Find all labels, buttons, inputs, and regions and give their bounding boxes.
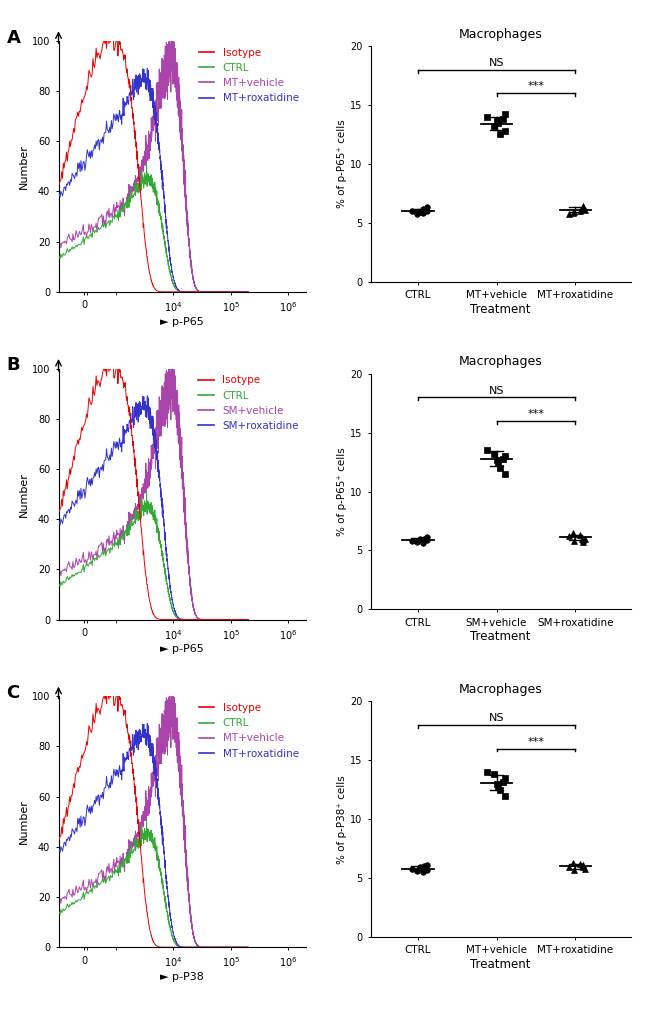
Point [575, 527, 586, 544]
Point [407, 532, 417, 549]
Point [422, 861, 432, 878]
Point [489, 118, 499, 134]
Point [415, 530, 425, 547]
Legend: Isotype, CTRL, MT+vehicle, MT+roxatidine: Isotype, CTRL, MT+vehicle, MT+roxatidine [194, 698, 303, 763]
Point [495, 781, 506, 798]
X-axis label: Treatment: Treatment [470, 631, 531, 643]
Point [499, 449, 510, 465]
Text: NS: NS [489, 386, 504, 395]
Point [578, 534, 589, 550]
Point [498, 111, 508, 127]
Text: NS: NS [489, 714, 504, 723]
Point [415, 859, 425, 876]
Point [418, 205, 428, 221]
Point [499, 106, 510, 123]
Y-axis label: Number: Number [19, 144, 29, 188]
Point [419, 530, 430, 547]
Text: NS: NS [489, 58, 504, 68]
X-axis label: ► p-P38: ► p-P38 [160, 972, 204, 982]
Point [498, 451, 508, 467]
Point [567, 855, 578, 871]
Text: C: C [6, 684, 20, 702]
Point [492, 112, 502, 128]
Text: B: B [6, 356, 20, 375]
Title: Macrophages: Macrophages [459, 683, 542, 696]
Y-axis label: Number: Number [19, 800, 29, 844]
Point [493, 778, 504, 795]
Point [407, 203, 417, 219]
Point [577, 201, 587, 217]
Point [411, 534, 422, 550]
Point [577, 530, 587, 547]
Point [499, 787, 510, 804]
Point [482, 764, 492, 780]
Point [407, 860, 417, 877]
Point [482, 442, 492, 459]
Point [493, 454, 504, 470]
Point [489, 445, 499, 462]
Point [499, 466, 510, 482]
Y-axis label: Number: Number [19, 472, 29, 516]
Point [415, 204, 425, 220]
Point [564, 528, 575, 545]
Point [482, 109, 492, 125]
Point [578, 859, 588, 876]
Point [569, 861, 579, 878]
Point [418, 201, 428, 217]
Point [411, 863, 422, 880]
Point [567, 205, 578, 221]
Point [569, 204, 579, 220]
Point [567, 524, 578, 541]
Text: ***: *** [528, 737, 545, 746]
Point [499, 770, 510, 786]
Point [580, 202, 590, 218]
X-axis label: Treatment: Treatment [470, 303, 531, 315]
X-axis label: ► p-P65: ► p-P65 [160, 644, 204, 654]
Point [495, 126, 506, 142]
Point [418, 864, 428, 881]
Title: Macrophages: Macrophages [459, 355, 542, 369]
Point [493, 115, 504, 131]
Y-axis label: % of p-P65⁺ cells: % of p-P65⁺ cells [337, 447, 347, 536]
Point [569, 532, 579, 549]
Point [419, 202, 430, 218]
Point [564, 206, 575, 222]
Point [577, 858, 587, 874]
Point [578, 531, 588, 548]
X-axis label: Treatment: Treatment [470, 958, 531, 971]
Point [411, 206, 422, 222]
Point [492, 452, 502, 468]
Text: A: A [6, 29, 20, 47]
Legend: Isotype, CTRL, SM+vehicle, SM+roxatidine: Isotype, CTRL, SM+vehicle, SM+roxatidine [194, 371, 303, 435]
Point [564, 859, 575, 876]
Point [418, 532, 428, 549]
Point [489, 766, 499, 782]
Point [419, 858, 430, 874]
Point [422, 200, 432, 216]
Point [495, 460, 506, 476]
Legend: Isotype, CTRL, MT+vehicle, MT+roxatidine: Isotype, CTRL, MT+vehicle, MT+roxatidine [194, 43, 303, 108]
Point [422, 857, 433, 873]
Text: ***: *** [528, 410, 545, 419]
Point [578, 200, 589, 216]
Point [422, 529, 433, 546]
Point [422, 203, 433, 219]
Point [580, 530, 590, 547]
Point [418, 860, 428, 877]
X-axis label: ► p-P65: ► p-P65 [160, 316, 204, 327]
Text: ***: *** [528, 82, 545, 91]
Point [575, 203, 586, 219]
Point [422, 531, 432, 548]
Title: Macrophages: Macrophages [459, 28, 542, 41]
Point [578, 198, 588, 214]
Y-axis label: % of p-P65⁺ cells: % of p-P65⁺ cells [337, 120, 347, 208]
Point [492, 776, 502, 793]
Point [498, 773, 508, 790]
Point [418, 536, 428, 552]
Point [499, 123, 510, 139]
Point [580, 860, 590, 877]
Y-axis label: % of p-P38⁺ cells: % of p-P38⁺ cells [337, 775, 347, 863]
Point [575, 856, 586, 872]
Point [578, 857, 589, 873]
